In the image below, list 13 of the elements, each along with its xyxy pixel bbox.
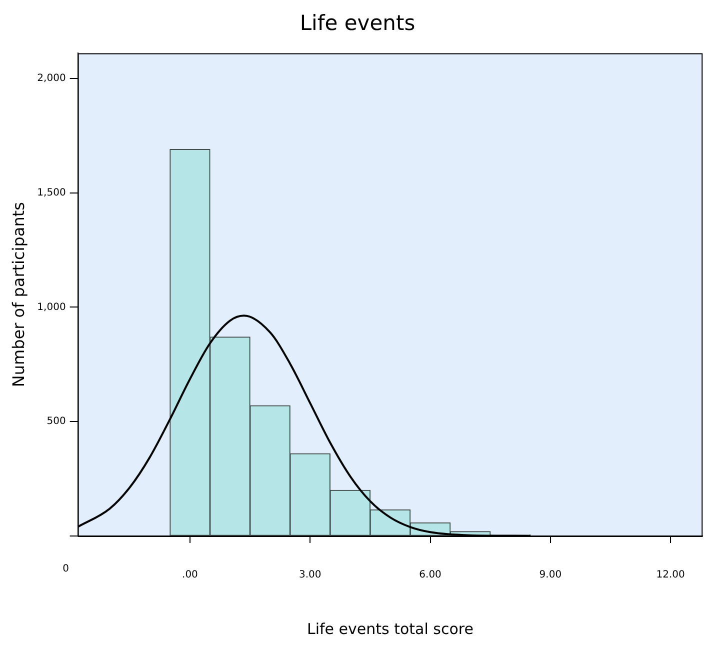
x-tick-label: 3.00: [298, 570, 322, 581]
y-tick-label: 500: [46, 416, 66, 428]
x-tick-label: 9.00: [539, 570, 562, 581]
y-tick-label: 2,000: [37, 72, 66, 84]
y-axis-title: Number of participants: [8, 202, 28, 388]
x-axis-title: Life events total score: [306, 620, 474, 638]
chart-title: Life events: [300, 11, 416, 36]
x-tick-label: 6.00: [419, 570, 442, 581]
text: 0: [62, 564, 70, 575]
y-tick-label: 1,500: [37, 187, 66, 198]
x-tick-label: 12.00: [656, 570, 685, 581]
x-tick-label: .00: [182, 570, 198, 581]
y-tick-label: 1,000: [37, 302, 66, 313]
